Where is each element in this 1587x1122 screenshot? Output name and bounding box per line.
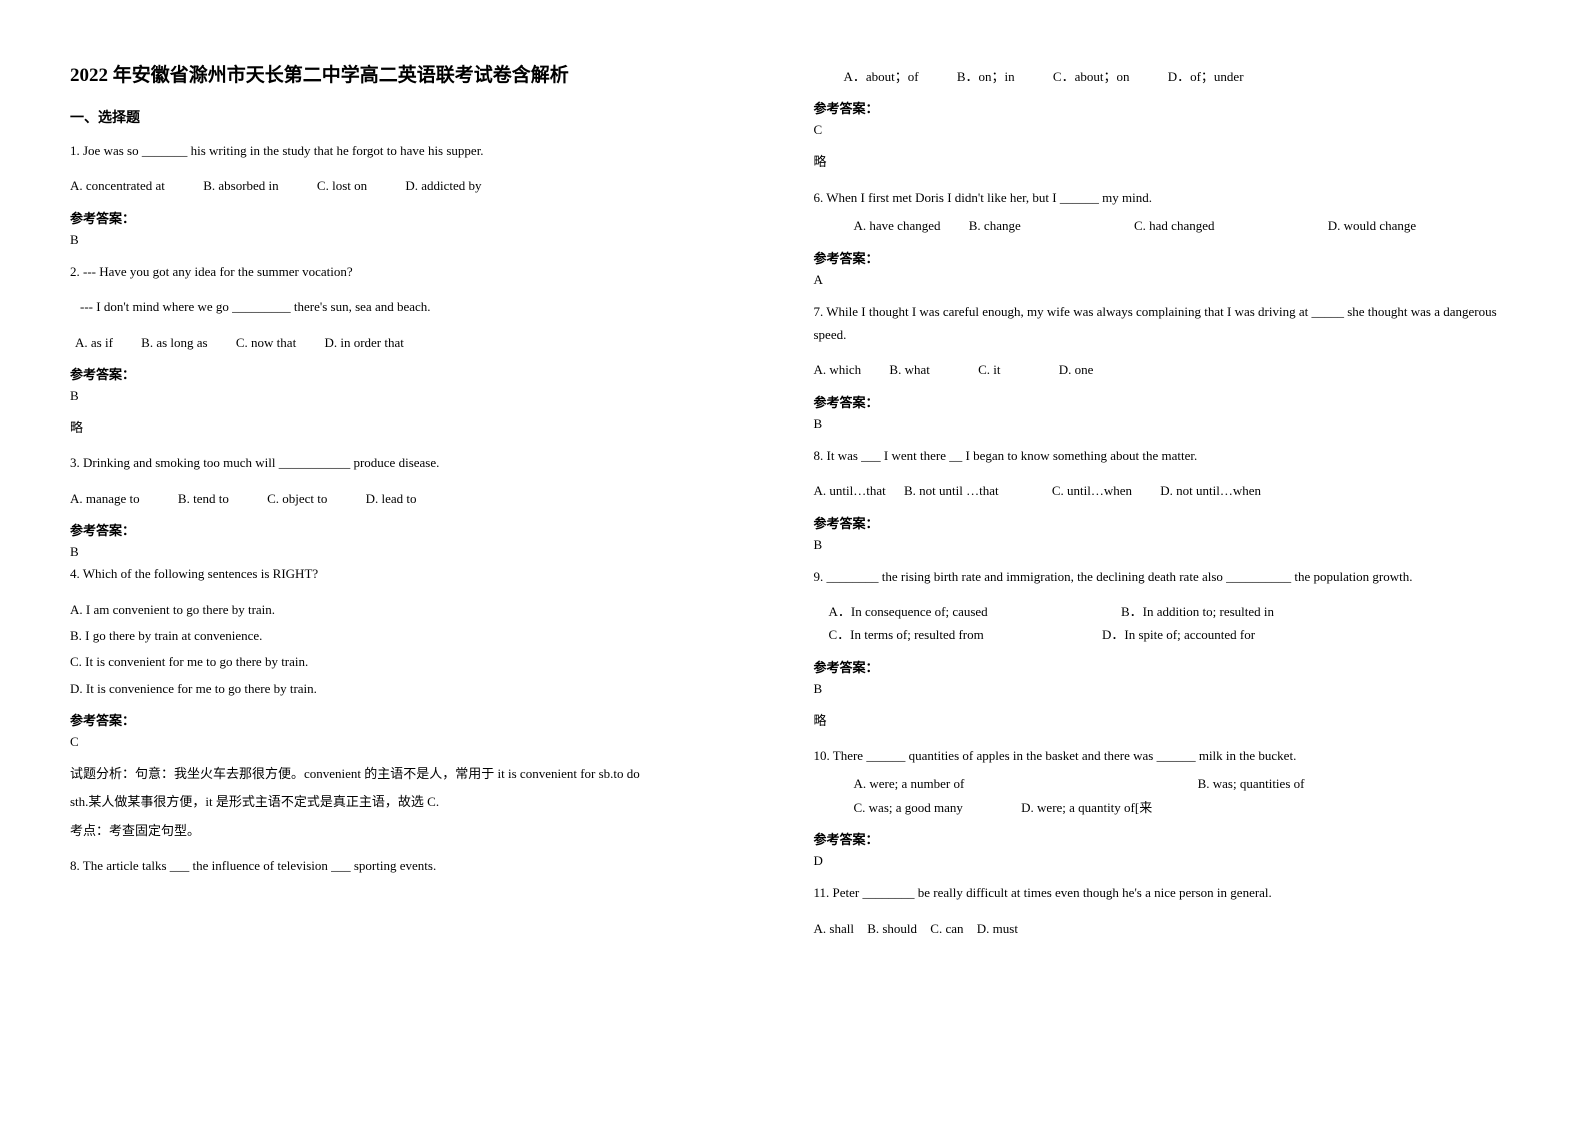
q6-option-a: A. have changed: [854, 214, 941, 237]
q4-option-b: B. I go there by train at convenience.: [70, 624, 739, 647]
q5-note: 略: [814, 150, 1518, 173]
q4-note3: 考点：考查固定句型。: [70, 819, 774, 842]
q6-option-c: C. had changed: [1134, 214, 1215, 237]
question-2-options: A. as if B. as long as C. now that D. in…: [70, 331, 774, 354]
q1-option-a: A. concentrated at: [70, 174, 165, 197]
q7-option-b: B. what: [889, 358, 929, 381]
q6-option-d: D. would change: [1328, 214, 1416, 237]
q4-option-c: C. It is convenient for me to go there b…: [70, 650, 739, 673]
q8-answer: B: [814, 537, 1518, 553]
q4-note2: sth.某人做某事很方便，it 是形式主语不定式是真正主语，故选 C.: [70, 790, 774, 813]
q2-answer-label: 参考答案：: [70, 364, 774, 383]
q9-answer: B: [814, 681, 1518, 697]
q11-option-a: A. shall: [814, 917, 854, 940]
q8-option-b: B. not until …that: [904, 479, 999, 502]
question-8-options: A. until…that B. not until …that C. unti…: [814, 479, 1518, 502]
question-2-line2: --- I don't mind where we go _________ t…: [70, 295, 774, 318]
question-5: 8. The article talks ___ the influence o…: [70, 854, 774, 877]
question-1-options: A. concentrated at B. absorbed in C. los…: [70, 174, 774, 197]
question-10-options: A. were; a number of B. was; quantities …: [814, 772, 1518, 819]
question-3: 3. Drinking and smoking too much will __…: [70, 451, 774, 474]
q7-answer-label: 参考答案：: [814, 392, 1518, 411]
q3-option-a: A. manage to: [70, 487, 140, 510]
q10-option-a: A. were; a number of: [854, 772, 965, 795]
q3-option-b: B. tend to: [178, 487, 229, 510]
question-8: 8. It was ___ I went there __ I began to…: [814, 444, 1518, 467]
q7-option-c: C. it: [978, 358, 1000, 381]
q10-option-d: D. were; a quantity of[来: [1021, 796, 1152, 819]
q9-answer-label: 参考答案：: [814, 657, 1518, 676]
q10-option-b: B. was; quantities of: [1198, 772, 1305, 795]
question-2-line1: 2. --- Have you got any idea for the sum…: [70, 260, 774, 283]
question-1: 1. Joe was so _______ his writing in the…: [70, 139, 774, 162]
q5-answer-label: 参考答案：: [814, 98, 1518, 117]
question-7: 7. While I thought I was careful enough,…: [814, 300, 1518, 347]
q8-option-d: D. not until…when: [1160, 479, 1261, 502]
q6-answer-label: 参考答案：: [814, 248, 1518, 267]
question-9-options: A．In consequence of; caused B．In additio…: [814, 600, 1518, 647]
q10-answer-label: 参考答案：: [814, 829, 1518, 848]
question-7-options: A. which B. what C. it D. one: [814, 358, 1518, 381]
q2-answer: B: [70, 388, 774, 404]
q8-option-a: A. until…that: [814, 479, 886, 502]
q2-option-a: A. as if: [75, 331, 113, 354]
q11-option-c: C. can: [930, 917, 963, 940]
q5-answer: C: [814, 122, 1518, 138]
q5-option-c: C．about；on: [1053, 65, 1130, 88]
q3-option-d: D. lead to: [366, 487, 417, 510]
q7-option-a: A. which: [814, 358, 862, 381]
q3-answer: B: [70, 544, 774, 560]
question-4-options: A. I am convenient to go there by train.…: [70, 598, 774, 701]
q1-option-b: B. absorbed in: [203, 174, 278, 197]
q3-answer-label: 参考答案：: [70, 520, 774, 539]
q2-note: 略: [70, 416, 774, 439]
question-3-options: A. manage to B. tend to C. object to D. …: [70, 487, 774, 510]
q4-option-a: A. I am convenient to go there by train.: [70, 598, 739, 621]
right-column: A．about；of B．on；in C．about；on D．of；under…: [794, 60, 1538, 1062]
q10-answer: D: [814, 853, 1518, 869]
q3-option-c: C. object to: [267, 487, 327, 510]
q8-answer-label: 参考答案：: [814, 513, 1518, 532]
q11-option-b: B. should: [867, 917, 917, 940]
question-11: 11. Peter ________ be really difficult a…: [814, 881, 1518, 904]
q1-option-c: C. lost on: [317, 174, 367, 197]
q4-option-d: D. It is convenience for me to go there …: [70, 677, 739, 700]
q9-option-a: A．In consequence of; caused: [829, 600, 988, 623]
q9-note: 略: [814, 709, 1518, 732]
left-column: 2022 年安徽省滁州市天长第二中学高二英语联考试卷含解析 一、选择题 1. J…: [50, 60, 794, 1062]
q6-answer: A: [814, 272, 1518, 288]
question-9: 9. ________ the rising birth rate and im…: [814, 565, 1518, 588]
q9-option-b: B．In addition to; resulted in: [1121, 600, 1274, 623]
question-6-options: A. have changed B. change C. had changed…: [814, 214, 1518, 237]
question-5-options: A．about；of B．on；in C．about；on D．of；under: [814, 65, 1518, 88]
q1-answer: B: [70, 232, 774, 248]
q9-option-d: D．In spite of; accounted for: [1102, 623, 1255, 646]
q4-answer: C: [70, 734, 774, 750]
q11-option-d: D. must: [977, 917, 1018, 940]
q7-option-d: D. one: [1059, 358, 1094, 381]
section-header: 一、选择题: [70, 107, 774, 127]
q2-option-b: B. as long as: [141, 331, 207, 354]
q4-answer-label: 参考答案：: [70, 710, 774, 729]
q5-option-b: B．on；in: [957, 65, 1015, 88]
q1-option-d: D. addicted by: [405, 174, 481, 197]
q7-answer: B: [814, 416, 1518, 432]
question-10: 10. There ______ quantities of apples in…: [814, 744, 1518, 767]
document-title: 2022 年安徽省滁州市天长第二中学高二英语联考试卷含解析: [70, 60, 774, 87]
q10-option-c: C. was; a good many: [854, 796, 963, 819]
question-6: 6. When I first met Doris I didn't like …: [814, 186, 1518, 209]
q8-option-c: C. until…when: [1052, 479, 1132, 502]
question-11-options: A. shall B. should C. can D. must: [814, 917, 1518, 940]
q6-option-b: B. change: [969, 214, 1021, 237]
q2-option-c: C. now that: [236, 331, 296, 354]
question-4: 4. Which of the following sentences is R…: [70, 562, 774, 585]
q5-option-a: A．about；of: [844, 65, 919, 88]
q2-option-d: D. in order that: [324, 331, 403, 354]
q4-note1: 试题分析：句意：我坐火车去那很方便。convenient 的主语不是人，常用于 …: [70, 762, 774, 785]
q5-option-d: D．of；under: [1168, 65, 1244, 88]
q9-option-c: C．In terms of; resulted from: [829, 623, 984, 646]
q1-answer-label: 参考答案：: [70, 208, 774, 227]
